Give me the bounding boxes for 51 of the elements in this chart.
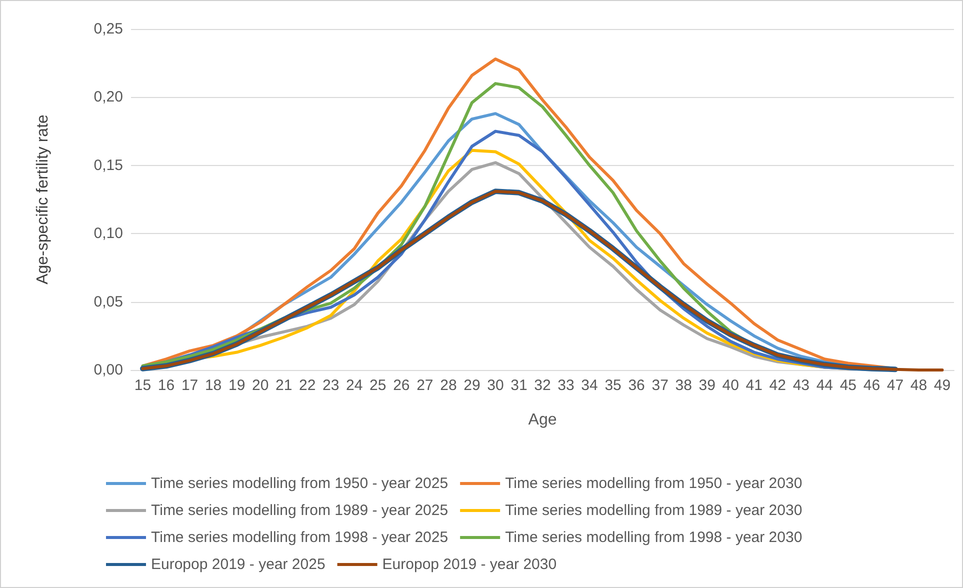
x-tick-label: 17 <box>181 377 198 394</box>
x-tick-label: 26 <box>393 377 410 394</box>
x-tick-label: 29 <box>464 377 480 394</box>
legend-label: Time series modelling from 1989 - year 2030 <box>505 502 802 519</box>
x-tick-label: 39 <box>698 377 716 394</box>
y-tick-label: 0,10 <box>94 225 123 242</box>
x-tick-label: 40 <box>722 377 739 394</box>
legend-label: Time series modelling from 1950 - year 2025 <box>151 475 448 492</box>
x-tick-label: 19 <box>228 377 246 394</box>
legend-label: Time series modelling from 1989 - year 2025 <box>151 502 448 519</box>
y-tick-label: 0,20 <box>94 88 123 106</box>
x-tick-label: 37 <box>652 377 668 394</box>
y-tick-label: 0,25 <box>94 20 123 38</box>
x-tick-label: 18 <box>204 377 222 394</box>
x-tick-label: 41 <box>746 377 762 394</box>
x-tick-label: 48 <box>910 377 928 394</box>
x-tick-label: 42 <box>769 377 786 394</box>
x-tick-label: 36 <box>628 377 645 394</box>
x-tick-label: 38 <box>675 377 692 394</box>
y-axis-title: Age-specific fertility rate <box>34 114 52 284</box>
x-tick-label: 28 <box>440 377 457 394</box>
x-axis-title: Age <box>528 412 557 428</box>
x-tick-label: 44 <box>816 377 834 394</box>
x-tick-label: 47 <box>886 377 904 394</box>
legend-label: Europop 2019 - year 2030 <box>382 556 557 573</box>
x-tick-label: 27 <box>416 377 434 394</box>
x-tick-label: 30 <box>487 377 504 394</box>
x-tick-label: 34 <box>581 377 598 394</box>
y-tick-label: 0,00 <box>94 362 123 378</box>
x-tick-label: 35 <box>604 377 622 394</box>
legend-label: Europop 2019 - year 2025 <box>151 556 326 573</box>
x-tick-label: 15 <box>134 377 152 394</box>
x-tick-label: 31 <box>510 377 528 394</box>
x-tick-label: 33 <box>558 377 574 394</box>
x-tick-label: 49 <box>934 377 951 394</box>
x-tick-label: 45 <box>840 377 857 394</box>
y-tick-label: 0,15 <box>94 156 123 174</box>
x-tick-label: 23 <box>322 377 340 394</box>
x-tick-label: 46 <box>863 377 880 394</box>
legend-label: Time series modelling from 1998 - year 2030 <box>505 529 802 546</box>
x-tick-label: 25 <box>370 377 386 394</box>
x-tick-label: 20 <box>252 377 269 394</box>
y-tick-label: 0,05 <box>94 293 123 310</box>
x-tick-label: 16 <box>158 377 175 394</box>
x-tick-label: 43 <box>792 377 810 394</box>
legend-label: Time series modelling from 1950 - year 2030 <box>505 475 802 492</box>
x-tick-label: 32 <box>534 377 551 394</box>
x-tick-label: 21 <box>276 377 292 394</box>
x-tick-label: 24 <box>346 377 363 394</box>
x-tick-label: 22 <box>299 377 316 394</box>
legend-label: Time series modelling from 1998 - year 2025 <box>151 529 448 546</box>
